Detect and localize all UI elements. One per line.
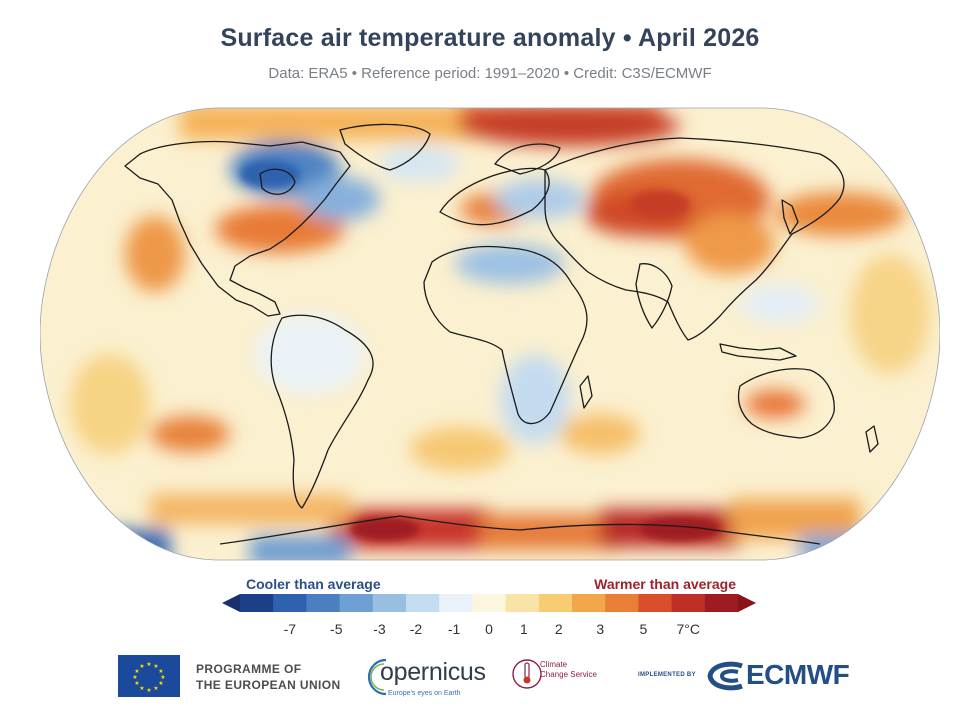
colorbar-swatch [704,594,739,612]
africa-outline [423,245,588,425]
svg-text:★: ★ [139,663,144,670]
chart-title: Surface air temperature anomaly • April … [220,24,760,52]
japan-outline [781,199,799,235]
ecmwf-wordmark: ECMWF [746,659,850,690]
colorbar-arrow-high [738,594,756,612]
colorbar-tick-label: 2 [554,621,563,637]
india-outline [635,263,673,329]
australia-outline [737,368,835,439]
greenland-outline [339,123,431,171]
colorbar-arrow-low [222,594,240,612]
colorbar-swatch [273,594,307,612]
colorbar-swatch [538,594,573,612]
c3s-text: Climate Change Service [540,660,597,679]
svg-text:★: ★ [132,674,137,681]
colorbar-tick-label: 0 [485,621,493,637]
copernicus-tagline: Europe's eyes on Earth [388,690,461,697]
svg-text:★: ★ [158,668,163,675]
coastlines [124,123,879,545]
colorbar-swatch [572,594,606,612]
logo-strip: ★ ★ ★ ★ ★ ★ ★ ★ ★ ★ ★ ★ PROGRAMME OF THE EUROPEA… [0,648,980,704]
colorbar-tick-label: -5 [330,621,343,637]
colorbar-tick-label: -1 [447,621,461,637]
south-america-outline [270,314,374,509]
svg-text:★: ★ [158,680,163,687]
colorbar-tick-label: 1 [519,621,528,637]
new-zealand-outline [865,425,879,453]
hudson-bay-outline [259,168,296,195]
antarctica-outline [219,515,821,545]
madagascar-outline [579,375,593,409]
colorbar-swatch [505,594,540,612]
colorbar-swatch [339,594,374,612]
svg-text:★: ★ [146,661,151,668]
copernicus-wordmark: opernicus [380,658,486,686]
colorbar-tick-label: 3 [596,621,605,637]
anomaly-field [40,108,940,560]
colorbar-swatch [638,594,673,612]
warmer-than-average-label: Warmer than average [594,576,736,592]
map-svg [40,107,940,561]
colorbar-swatch [372,594,407,612]
chart-subtitle: Data: ERA5 • Reference period: 1991–2020… [268,65,712,82]
colorbar-swatch [439,594,473,612]
svg-text:★: ★ [160,674,165,681]
implemented-by-label: IMPLEMENTED BY [638,672,696,678]
colorbar-tick-label: -3 [373,621,386,637]
svg-text:★: ★ [153,685,158,692]
colorbar-tick-label: 7°C [676,621,700,637]
colorbar-tick-label: -7 [283,621,297,637]
colorbar-swatch [406,594,440,612]
colorbar-swatch [240,594,274,612]
north-america-outline [124,140,351,317]
thermometer-icon [512,659,542,689]
svg-text:★: ★ [139,685,144,692]
svg-text:★: ★ [153,663,158,670]
colorbar-swatch [306,594,341,612]
europe-outline [439,167,550,226]
cooler-than-average-label: Cooler than average [246,576,381,592]
ecmwf-swirl-icon [707,661,743,691]
colorbar-tick-label: 5 [639,621,648,637]
world-anomaly-map [40,104,940,564]
svg-text:★: ★ [134,680,139,687]
svg-text:★: ★ [134,668,139,675]
scandinavia-outline [494,143,561,175]
eu-stars-icon: ★ ★★ ★★★ ★★★ ★★★ [132,661,165,694]
colorbar [222,594,756,612]
globe-border [40,107,940,561]
colorbar-tick-label: -2 [409,621,423,637]
svg-text:★: ★ [146,687,151,694]
colorbar-swatch [671,594,706,612]
eu-programme-text: PROGRAMME OF THE EUROPEAN UNION [196,662,341,692]
colorbar-swatch [605,594,639,612]
copernicus-c-icon [367,658,387,696]
asia-outline [544,137,845,341]
colorbar-swatch [472,594,507,612]
eu-flag-logo: ★ ★ ★ ★ ★ ★ ★ ★ ★ ★ ★ ★ [118,655,180,697]
indonesia-outline [719,343,797,361]
